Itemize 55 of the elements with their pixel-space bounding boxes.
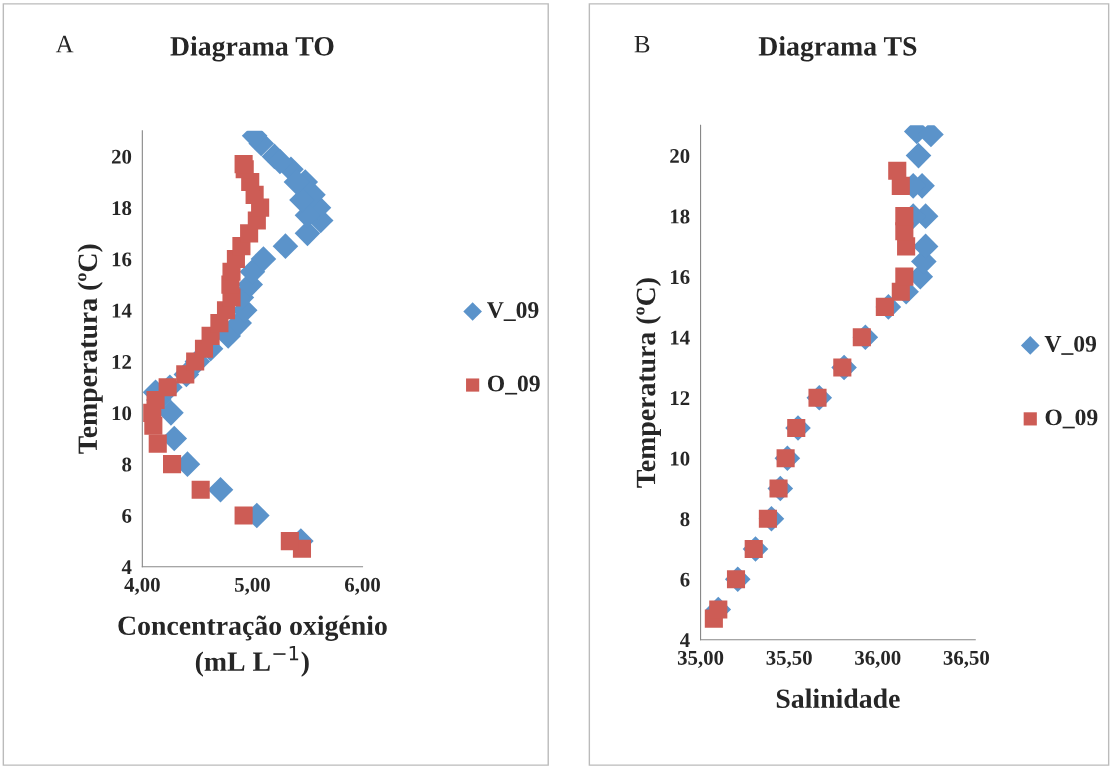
y-tick-label: 8 bbox=[680, 512, 690, 527]
text: A bbox=[55, 35, 74, 53]
point bbox=[191, 480, 210, 499]
point bbox=[146, 390, 165, 410]
x-axis-title: Concentração oxigénio (mL L$^{−1}$) bbox=[118, 615, 387, 677]
point bbox=[158, 378, 177, 397]
point bbox=[250, 246, 277, 272]
y-tick-label: 4 bbox=[121, 560, 132, 574]
point bbox=[267, 148, 293, 175]
y-tick-label: 18 bbox=[112, 201, 132, 216]
y-tick-label: 12 bbox=[670, 391, 690, 405]
x-tick-label: 35,50 bbox=[766, 650, 812, 668]
y-tick-label: 14 bbox=[112, 303, 132, 318]
y-tick-label: 16 bbox=[112, 252, 132, 267]
y-tick-label: 4 bbox=[680, 633, 690, 648]
legend-label: V_09 bbox=[1044, 335, 1097, 355]
point bbox=[234, 506, 253, 525]
y-tick-label: 18 bbox=[670, 209, 690, 224]
point bbox=[895, 207, 914, 226]
y-tick-label: 16 bbox=[670, 270, 690, 285]
y-tick-label: 10 bbox=[670, 451, 690, 466]
point bbox=[272, 233, 299, 259]
x-tick-label: 6,00 bbox=[345, 577, 380, 595]
x-tick-label: 4,00 bbox=[124, 577, 160, 595]
point bbox=[895, 267, 914, 286]
chart-title: Diagrama TO bbox=[170, 36, 334, 62]
y-tick-label: 12 bbox=[112, 355, 132, 369]
point bbox=[158, 400, 184, 426]
point bbox=[709, 600, 728, 619]
point bbox=[888, 161, 907, 180]
text: B bbox=[634, 35, 650, 53]
y-tick-label: 20 bbox=[670, 148, 690, 164]
x-tick-label: 35,00 bbox=[677, 650, 724, 668]
y-tick-label: 6 bbox=[680, 572, 690, 587]
x-tick-label: 36,00 bbox=[855, 650, 901, 668]
x-tick-label: 36,50 bbox=[943, 650, 990, 668]
legend-label: O_09 bbox=[1045, 409, 1098, 429]
x-axis-title: Salinidade bbox=[776, 688, 900, 709]
y-axis-title: Temperatura (ºC) bbox=[635, 278, 661, 488]
y-axis-title: Temperatura (ºC) bbox=[77, 244, 103, 454]
point bbox=[234, 155, 253, 174]
legend-label: O_09 bbox=[487, 375, 540, 395]
y-tick-label: 20 bbox=[111, 149, 132, 164]
point bbox=[148, 434, 167, 453]
y-tick-label: 8 bbox=[122, 457, 132, 472]
x-tick-label: 5,00 bbox=[235, 577, 270, 595]
chart-title: Diagrama TS bbox=[758, 36, 917, 62]
y-tick-label: 14 bbox=[670, 330, 690, 345]
point bbox=[207, 477, 234, 503]
point bbox=[905, 142, 932, 169]
point bbox=[280, 532, 299, 551]
legend-label: V_09 bbox=[487, 302, 539, 322]
y-tick-label: 6 bbox=[122, 508, 132, 523]
y-tick-label: 10 bbox=[112, 406, 132, 421]
point bbox=[163, 455, 182, 474]
